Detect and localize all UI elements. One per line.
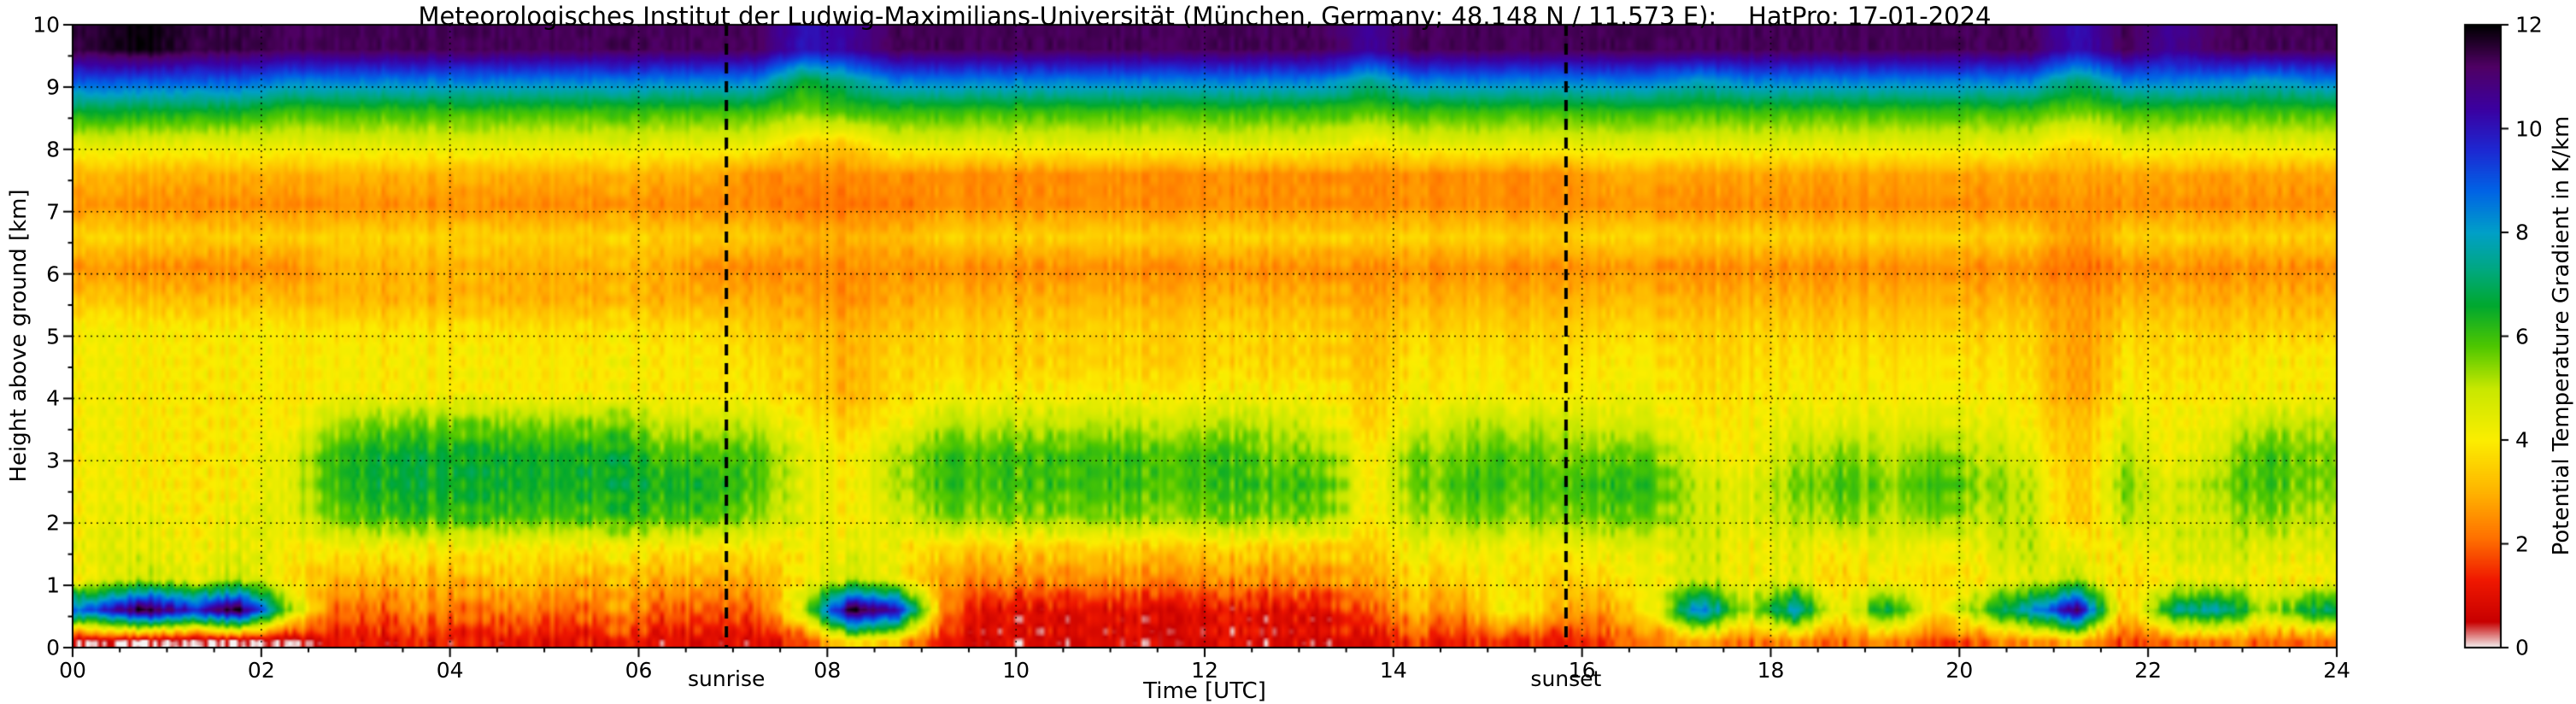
- y-tick-label: 9: [46, 74, 60, 100]
- y-tick-label: 0: [46, 635, 60, 660]
- colorbar-tick-label: 0: [2515, 635, 2529, 660]
- x-tick-label: 22: [2134, 658, 2162, 683]
- y-tick-label: 1: [46, 572, 60, 598]
- colorbar-tick-label: 12: [2515, 12, 2543, 38]
- colorbar-tick-label: 4: [2515, 427, 2529, 453]
- x-tick-label: 18: [1757, 658, 1785, 683]
- x-tick-label: 00: [59, 658, 86, 683]
- y-tick-label: 2: [46, 510, 60, 536]
- x-tick-label: 02: [247, 658, 275, 683]
- y-tick-label: 10: [32, 12, 60, 38]
- y-tick-label: 4: [46, 385, 60, 411]
- colorbar-tick-label: 2: [2515, 531, 2529, 556]
- x-tick-label: 06: [625, 658, 653, 683]
- x-tick-label: 24: [2323, 658, 2350, 683]
- x-tick-label: 10: [1002, 658, 1030, 683]
- x-tick-label: 14: [1379, 658, 1407, 683]
- y-tick-label: 5: [46, 324, 60, 349]
- x-axis-label: Time [UTC]: [1143, 678, 1266, 704]
- y-tick-label: 3: [46, 448, 60, 473]
- sunset-annotation: sunset: [1530, 666, 1602, 691]
- colorbar-label: Potential Temperature Gradient in K/km: [2549, 115, 2574, 556]
- x-tick-label: 20: [1945, 658, 1974, 683]
- chart-title: Meteorologisches Institut der Ludwig-Max…: [418, 2, 1992, 31]
- colorbar-tick-label: 6: [2515, 324, 2529, 349]
- colorbar-tick-label: 10: [2515, 116, 2543, 141]
- colorbar-tick-label: 8: [2515, 220, 2529, 245]
- y-axis-label: Height above ground [km]: [6, 189, 32, 483]
- y-tick-label: 6: [46, 261, 60, 287]
- x-tick-label: 08: [813, 658, 842, 683]
- sunrise-annotation: sunrise: [688, 666, 766, 691]
- y-tick-label: 7: [46, 199, 60, 225]
- x-tick-label: 16: [1568, 658, 1596, 683]
- x-tick-label: 12: [1191, 658, 1218, 683]
- y-tick-label: 8: [46, 137, 60, 162]
- x-tick-label: 04: [436, 658, 464, 683]
